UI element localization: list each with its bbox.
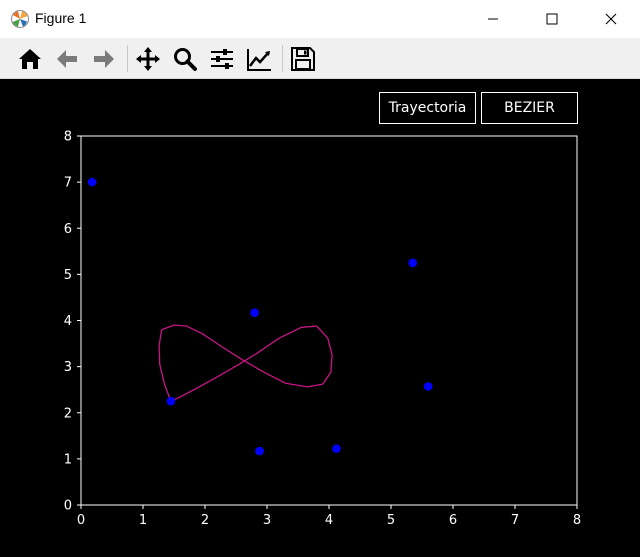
control-point[interactable] bbox=[423, 382, 433, 391]
y-tick-label: 8 bbox=[64, 130, 72, 145]
control-point[interactable] bbox=[250, 308, 259, 317]
figure-canvas[interactable]: Trayectoria BEZIER 0 1 2 3 4 5 6 7 8 0 1 2 3 4 5 6 7 8 bbox=[0, 79, 640, 557]
edit-axis-icon bbox=[247, 49, 271, 71]
save-button[interactable] bbox=[287, 43, 319, 75]
control-point[interactable] bbox=[87, 177, 97, 187]
y-tick-label: 6 bbox=[64, 222, 72, 237]
x-tick-label: 4 bbox=[325, 513, 333, 528]
control-point[interactable] bbox=[166, 396, 176, 406]
x-tick-label: 3 bbox=[263, 513, 271, 528]
x-tick-label: 2 bbox=[201, 513, 209, 528]
bezier-curve-line bbox=[158, 324, 333, 402]
trajectory-button[interactable]: Trayectoria bbox=[379, 92, 476, 124]
x-tick-label: 6 bbox=[449, 513, 457, 528]
pan-button[interactable] bbox=[132, 43, 164, 75]
toolbar-separator bbox=[127, 45, 128, 72]
x-tick-label: 5 bbox=[387, 513, 395, 528]
maximize-button[interactable] bbox=[529, 0, 575, 38]
close-button[interactable] bbox=[588, 0, 634, 38]
control-point[interactable] bbox=[408, 258, 418, 268]
plot-area[interactable]: 0 1 2 3 4 5 6 7 8 0 1 2 3 4 5 6 7 8 bbox=[0, 79, 640, 557]
y-tick-label: 3 bbox=[64, 360, 72, 375]
pan-icon bbox=[136, 47, 160, 71]
edit-axis-button[interactable] bbox=[243, 43, 275, 75]
x-tick-label: 8 bbox=[573, 513, 581, 528]
zoom-button[interactable] bbox=[169, 43, 201, 75]
title-bar: Figure 1 bbox=[0, 0, 640, 39]
control-point[interactable] bbox=[255, 446, 264, 456]
window-title: Figure 1 bbox=[35, 10, 87, 26]
home-icon bbox=[19, 49, 41, 69]
subplots-config-icon bbox=[211, 49, 233, 69]
axes-frame bbox=[80, 135, 578, 506]
x-tick-label: 0 bbox=[77, 513, 85, 528]
minimize-button[interactable] bbox=[470, 0, 516, 38]
y-tick-label: 4 bbox=[64, 314, 72, 329]
control-point[interactable] bbox=[332, 444, 341, 454]
matplotlib-logo-icon bbox=[10, 9, 30, 29]
forward-arrow-icon bbox=[94, 50, 114, 68]
forward-button[interactable] bbox=[88, 43, 120, 75]
toolbar-separator bbox=[282, 45, 283, 72]
maximize-icon bbox=[546, 13, 558, 25]
back-button[interactable] bbox=[51, 43, 83, 75]
save-icon bbox=[291, 47, 315, 71]
subplots-button[interactable] bbox=[206, 43, 238, 75]
bezier-button[interactable]: BEZIER bbox=[481, 92, 578, 124]
y-tick-label: 7 bbox=[64, 176, 72, 191]
minimize-icon bbox=[488, 18, 498, 20]
x-tick-label: 1 bbox=[139, 513, 147, 528]
zoom-icon bbox=[174, 48, 197, 71]
y-tick-label: 1 bbox=[64, 452, 72, 467]
y-tick-label: 5 bbox=[64, 268, 72, 283]
x-tick-label: 7 bbox=[511, 513, 519, 528]
back-arrow-icon bbox=[57, 50, 77, 68]
home-button[interactable] bbox=[14, 43, 46, 75]
close-icon bbox=[605, 13, 617, 25]
navigation-toolbar bbox=[0, 39, 640, 79]
y-tick-label: 2 bbox=[64, 406, 72, 421]
y-tick-label: 0 bbox=[64, 499, 72, 514]
